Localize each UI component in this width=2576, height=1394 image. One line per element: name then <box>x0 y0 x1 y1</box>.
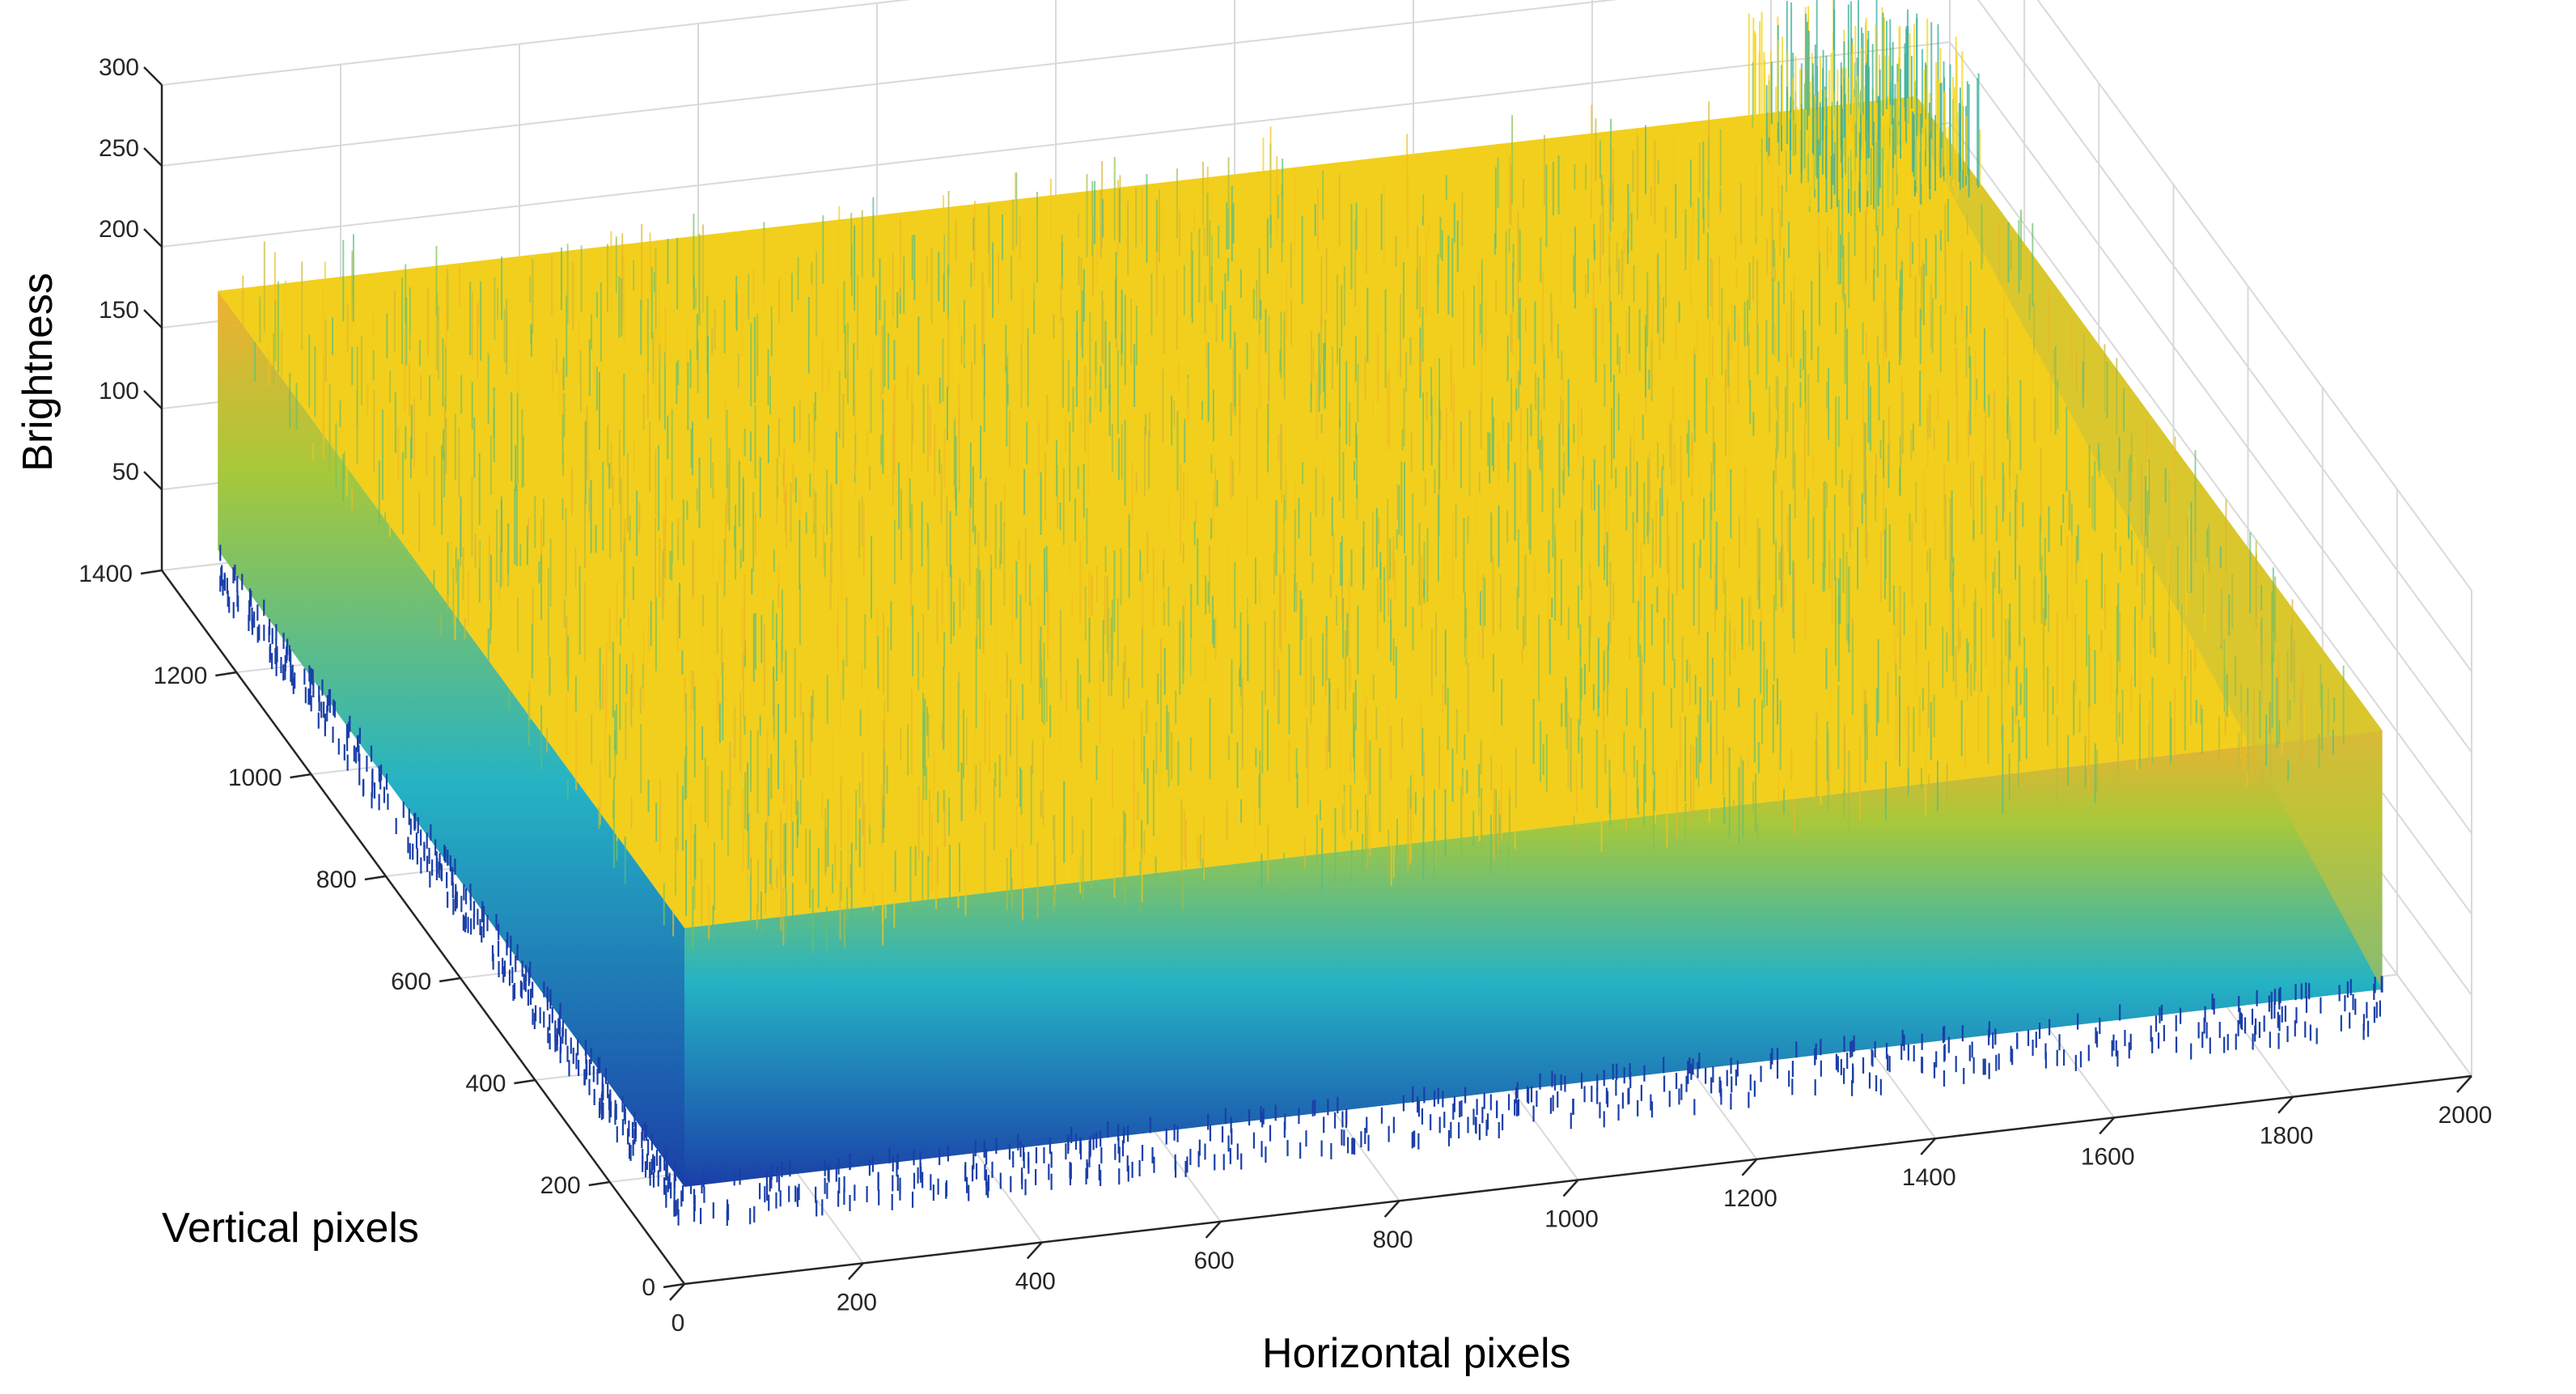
surface-texture <box>242 83 2345 953</box>
side-wall-gridline-z <box>1977 0 2472 672</box>
z-tick-label: 250 <box>99 135 139 162</box>
y-tick <box>215 671 237 677</box>
z-tick <box>143 309 163 328</box>
x-axis-title: Horizontal pixels <box>1262 1330 1571 1377</box>
x-tick-label: 0 <box>672 1310 685 1337</box>
side-wall-gridline-z <box>1949 122 2472 834</box>
x-tick-label: 400 <box>1015 1269 1056 1295</box>
x-tick-label: 200 <box>837 1289 877 1316</box>
y-tick-label: 600 <box>391 968 431 995</box>
z-tick <box>143 228 163 248</box>
surface-peak-region <box>1748 0 1981 216</box>
back-wall-gridline-z <box>161 0 1618 167</box>
y-tick <box>364 875 387 881</box>
x-tick <box>1383 1200 1400 1218</box>
y-tick-label: 400 <box>465 1070 506 1097</box>
z-tick-label: 300 <box>99 54 139 81</box>
side-wall-gridline-z <box>1949 41 2472 753</box>
x-tick <box>1741 1158 1758 1176</box>
x-tick <box>1205 1221 1222 1239</box>
x-tick <box>1026 1241 1043 1260</box>
y-tick <box>140 569 163 575</box>
z-tick <box>143 390 163 409</box>
back-wall-gridline-z <box>161 41 1951 248</box>
side-wall-gridline-z <box>2036 0 2472 591</box>
y-tick-label: 800 <box>316 866 357 893</box>
x-tick-label: 600 <box>1194 1248 1235 1274</box>
y-tick <box>663 1282 685 1289</box>
z-tick <box>143 471 163 490</box>
x-tick <box>669 1283 685 1301</box>
x-tick-label: 800 <box>1373 1227 1413 1253</box>
y-tick-label: 1000 <box>228 765 282 791</box>
x-tick-label: 1400 <box>1902 1164 1956 1191</box>
x-tick <box>1562 1179 1579 1197</box>
x-tick <box>2099 1116 2116 1135</box>
y-tick <box>514 1078 536 1085</box>
z-tick <box>143 147 163 167</box>
y-tick <box>588 1180 610 1187</box>
axes-layer: 0 200 400 600 800 1000 1200 1400 1600 1800 2000 0 20… <box>78 54 2492 1337</box>
x-tick <box>847 1262 864 1281</box>
x-tick-label: 2000 <box>2438 1102 2493 1129</box>
x-tick <box>2456 1075 2472 1093</box>
y-axis-line <box>160 570 686 1285</box>
z-tick-label: 100 <box>99 378 139 405</box>
z-tick-label: 200 <box>99 216 139 243</box>
y-tick-label: 1200 <box>154 663 208 689</box>
x-tick <box>2277 1095 2294 1114</box>
y-tick <box>290 773 311 779</box>
surface-plateau <box>218 95 2383 928</box>
z-tick-label: 50 <box>112 459 139 485</box>
x-tick-label: 1000 <box>1544 1206 1599 1233</box>
y-tick-label: 0 <box>642 1274 655 1301</box>
z-tick <box>143 66 163 86</box>
surface <box>218 0 2383 1227</box>
y-tick-label: 200 <box>540 1172 581 1199</box>
y-tick <box>439 977 461 983</box>
surface-edge-noise <box>219 263 2383 1227</box>
back-wall-gridline-z <box>161 0 911 86</box>
y-axis-title: Vertical pixels <box>162 1205 419 1252</box>
x-tick <box>1920 1138 1937 1155</box>
x-tick-label: 1800 <box>2260 1123 2314 1150</box>
y-tick-label: 1400 <box>78 561 133 587</box>
x-tick-label: 1600 <box>2081 1143 2135 1170</box>
x-tick-label: 1200 <box>1723 1185 1777 1212</box>
z-tick-label: 150 <box>99 297 139 324</box>
z-axis-title: Brightness <box>15 273 61 472</box>
